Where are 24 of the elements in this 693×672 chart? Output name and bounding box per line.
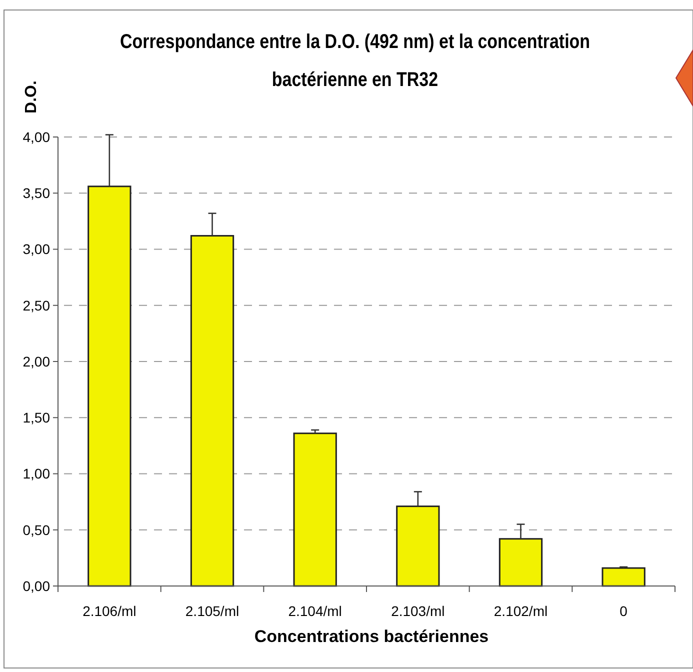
x-tick-label: 2.105/ml [185, 603, 240, 619]
x-tick-label: 2.104/ml [288, 603, 342, 619]
y-tick-label: 2,00 [22, 353, 50, 370]
y-tick-label: 0,00 [22, 578, 50, 594]
y-tick-label: 3,00 [22, 241, 50, 258]
x-axis-title: Concentrations bactériennes [254, 627, 489, 646]
bar [293, 432, 337, 587]
y-tick-label: 3,50 [22, 185, 50, 202]
y-tick-label: 2,50 [22, 297, 50, 314]
y-tick-label: 4,00 [22, 128, 50, 145]
bar [88, 186, 132, 587]
bar [190, 235, 234, 587]
x-tick-label: 2.103/ml [391, 603, 445, 619]
y-tick-label: 0,50 [22, 522, 50, 538]
y-tick-label: 1,50 [22, 410, 50, 426]
x-tick-label: 2.106/ml [82, 603, 136, 619]
bar [602, 567, 646, 587]
y-axis-title: D.O. [23, 80, 40, 114]
y-tick-label: 1,00 [22, 466, 50, 482]
chart-title: Correspondance entre la D.O. (492 nm) et la concentration bactérienne en TR32 [120, 30, 590, 90]
bar [498, 538, 543, 587]
x-tick-label: 2.102/ml [494, 603, 548, 619]
bar [396, 506, 440, 587]
x-tick-label: 0 [620, 603, 628, 619]
